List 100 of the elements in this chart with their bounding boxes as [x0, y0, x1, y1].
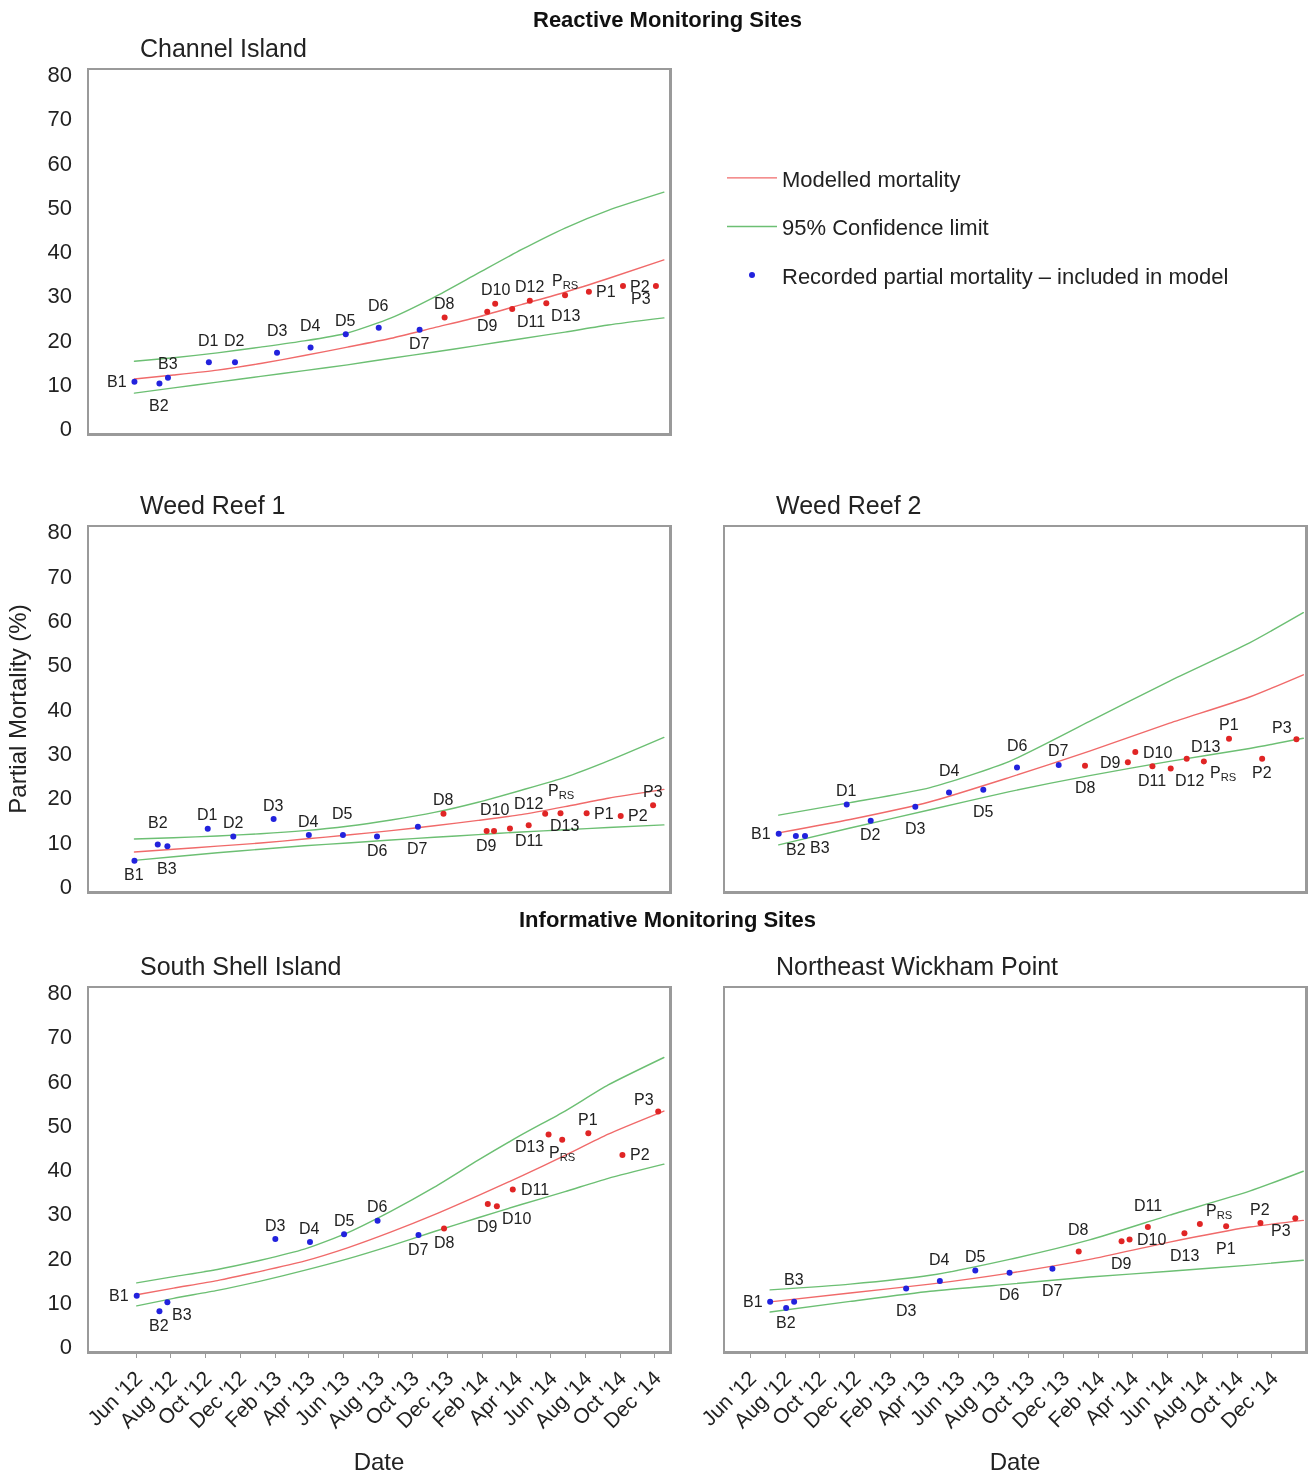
point: [1049, 1265, 1056, 1272]
annotation: D11: [517, 313, 546, 330]
y-tick-label: 50: [47, 1112, 73, 1138]
point: [1149, 763, 1156, 770]
annotation: P$_{RS}$: [1206, 1202, 1233, 1222]
annotation: D13: [550, 817, 580, 834]
y-tick-label: 80: [47, 519, 73, 545]
point: [1055, 761, 1062, 768]
point: [509, 306, 516, 313]
point: [156, 380, 163, 387]
point: [509, 1186, 516, 1193]
legend-label: Recorded partial mortality – included in model: [782, 263, 1229, 289]
point: [307, 344, 314, 351]
point: [543, 300, 550, 307]
annotation: D2: [224, 332, 245, 349]
point: [1075, 1248, 1082, 1255]
annotation: P2: [1252, 764, 1272, 781]
annotation: D10: [1143, 744, 1173, 761]
y-tick-label: 40: [47, 239, 73, 265]
point: [375, 324, 382, 331]
annotation: D1: [836, 782, 857, 799]
point: [339, 832, 346, 839]
annotation: D11: [515, 832, 544, 849]
x-axis-title: Date: [989, 1447, 1041, 1475]
annotation: D3: [263, 797, 284, 814]
point: [230, 833, 237, 840]
point: [545, 1131, 552, 1138]
annotation: P$_{RS}$: [1210, 764, 1237, 784]
point: [1223, 1223, 1230, 1230]
annotation: B1: [107, 373, 127, 390]
annotation: P$_{RS}$: [548, 782, 575, 802]
annotation: D11: [1134, 1197, 1163, 1214]
annotation: D4: [298, 813, 319, 830]
point: [525, 822, 532, 829]
annotation: D7: [1042, 1282, 1063, 1299]
annotation: D13: [515, 1138, 545, 1155]
annotation: B1: [751, 825, 771, 842]
y-tick-label: 10: [47, 829, 73, 855]
point: [617, 812, 624, 819]
y-tick-label: 70: [47, 563, 73, 589]
point: [1183, 755, 1190, 762]
annotation: P3: [1271, 1222, 1291, 1239]
text: Informative Monitoring Sites: [519, 907, 817, 932]
point: [441, 314, 448, 321]
annotation: D3: [896, 1302, 917, 1319]
annotation: D7: [408, 1241, 429, 1258]
annotation: D12: [1175, 772, 1205, 789]
point: [767, 1298, 774, 1305]
y-tick-label: 80: [47, 62, 73, 88]
annotation: D2: [860, 826, 881, 843]
annotation: D9: [477, 317, 498, 334]
point: [491, 828, 498, 835]
annotation: D5: [335, 312, 356, 329]
annotation: D5: [334, 1212, 355, 1229]
point: [156, 1308, 163, 1315]
point: [843, 801, 850, 808]
point: [1126, 1236, 1133, 1243]
annotation: D7: [409, 335, 430, 352]
annotation: D8: [434, 1234, 455, 1251]
annotation: D6: [368, 297, 389, 314]
annotation: D8: [1068, 1221, 1089, 1238]
annotation: D10: [480, 801, 510, 818]
y-tick-label: 50: [47, 652, 73, 678]
annotation: D11: [1138, 772, 1167, 789]
chart-title: Channel Island: [140, 34, 307, 62]
annotation: B2: [148, 814, 168, 831]
point: [272, 1236, 279, 1242]
annotation: B2: [776, 1314, 796, 1331]
annotation: D5: [965, 1248, 986, 1265]
annotation: D8: [1075, 779, 1096, 796]
annotation: D6: [367, 1198, 388, 1215]
point: [1118, 1238, 1125, 1245]
annotation: D3: [905, 820, 926, 837]
point: [341, 1231, 348, 1238]
annotation: P2: [630, 1146, 650, 1163]
point: [542, 810, 549, 817]
chart-title: Northeast Wickham Point: [776, 952, 1059, 980]
annotation: D12: [514, 795, 544, 812]
y-tick-label: 80: [47, 980, 73, 1006]
annotation: P3: [634, 1091, 654, 1108]
point: [205, 359, 212, 366]
annotation: B3: [172, 1306, 192, 1323]
point: [792, 832, 799, 839]
point: [1257, 1220, 1264, 1227]
y-tick-label: 50: [47, 194, 73, 220]
y-tick-label: 0: [59, 874, 73, 900]
annotation: D5: [332, 805, 353, 822]
point: [946, 789, 952, 796]
annotation: P3: [1272, 719, 1292, 736]
annotation: B3: [810, 839, 830, 856]
y-axis-title: Partial Mortality (%): [4, 604, 32, 814]
line-series: [136, 1163, 665, 1307]
annotation: B2: [149, 397, 169, 414]
annotation: B2: [149, 1317, 169, 1334]
annotation: P1: [594, 805, 614, 822]
annotation: D4: [939, 762, 960, 779]
point: [154, 841, 161, 848]
point: [619, 283, 626, 290]
y-tick-label: 60: [47, 607, 73, 633]
annotation: D13: [551, 307, 581, 324]
